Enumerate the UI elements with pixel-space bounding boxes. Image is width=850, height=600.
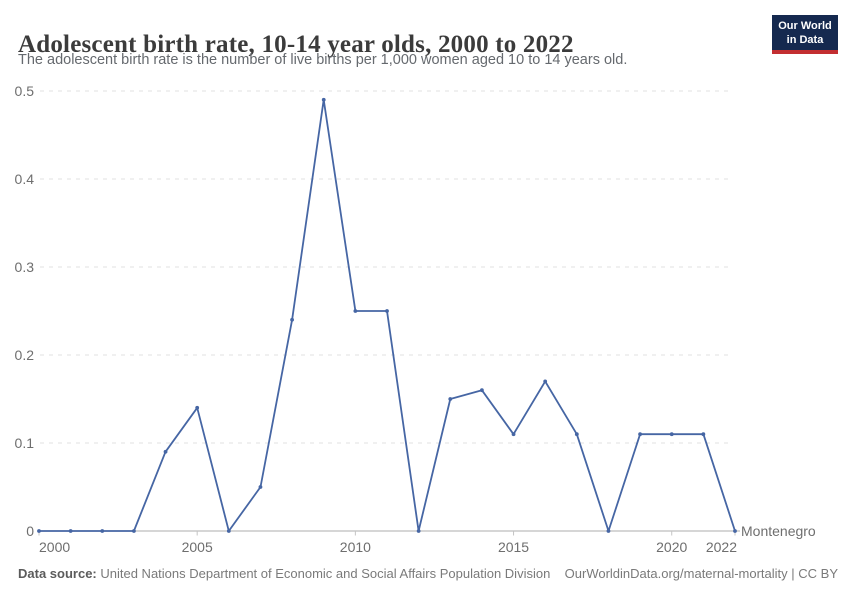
data-point-marker[interactable] (37, 529, 41, 533)
y-axis-tick-label: 0.2 (15, 347, 35, 363)
data-point-marker[interactable] (100, 529, 105, 533)
data-point-marker[interactable] (733, 529, 737, 533)
data-point-marker[interactable] (258, 485, 263, 489)
owid-logo: Our World in Data (772, 15, 838, 54)
data-point-marker[interactable] (290, 317, 294, 322)
entity-label[interactable]: Montenegro (741, 523, 816, 539)
owid-link[interactable]: OurWorldinData.org/maternal-mortality | … (564, 566, 838, 581)
y-axis-tick-label: 0 (26, 523, 34, 539)
x-axis-tick-label: 2020 (656, 539, 687, 555)
x-axis-tick-label: 2010 (340, 539, 371, 555)
owid-logo-line2: in Data (786, 34, 824, 46)
data-point-marker[interactable] (574, 432, 579, 437)
owid-logo-line1: Our World (778, 20, 832, 32)
x-axis-tick-label: 2022 (706, 539, 737, 555)
data-point-marker[interactable] (132, 529, 136, 533)
chart-title: Adolescent birth rate, 10-14 year olds, … (18, 30, 574, 58)
chart-footer: Data source: United Nations Department o… (18, 566, 838, 581)
data-point-marker[interactable] (511, 432, 516, 437)
data-point-marker[interactable] (163, 449, 168, 454)
y-axis-tick-label: 0.1 (15, 435, 35, 451)
data-point-marker[interactable] (416, 529, 421, 533)
data-point-marker[interactable] (701, 432, 706, 437)
data-point-marker[interactable] (543, 379, 548, 384)
series-line[interactable] (38, 98, 736, 532)
data-point-marker[interactable] (480, 388, 484, 393)
data-point-marker[interactable] (226, 529, 231, 533)
y-axis-tick-label: 0.4 (15, 171, 35, 187)
data-point-marker[interactable] (195, 405, 200, 410)
y-axis-tick-label: 0.5 (15, 83, 35, 99)
data-point-marker[interactable] (385, 309, 389, 313)
data-point-marker[interactable] (638, 432, 642, 437)
data-source-note: Data source: United Nations Department o… (18, 566, 550, 581)
data-source-text: United Nations Department of Economic an… (96, 566, 551, 581)
y-axis-tick-label: 0.3 (15, 259, 35, 275)
data-point-marker[interactable] (669, 432, 674, 437)
data-source-label: Data source: (18, 566, 97, 581)
x-axis-tick-label: 2005 (182, 539, 213, 555)
x-axis-tick-label: 2015 (498, 539, 529, 555)
x-axis-tick-label: 2000 (39, 539, 70, 555)
data-point-marker[interactable] (353, 309, 358, 313)
data-point-marker[interactable] (321, 97, 326, 102)
data-point-marker[interactable] (68, 529, 73, 533)
data-point-marker[interactable] (448, 397, 453, 401)
data-point-marker[interactable] (606, 529, 611, 533)
chart-subtitle: The adolescent birth rate is the number … (18, 52, 628, 68)
